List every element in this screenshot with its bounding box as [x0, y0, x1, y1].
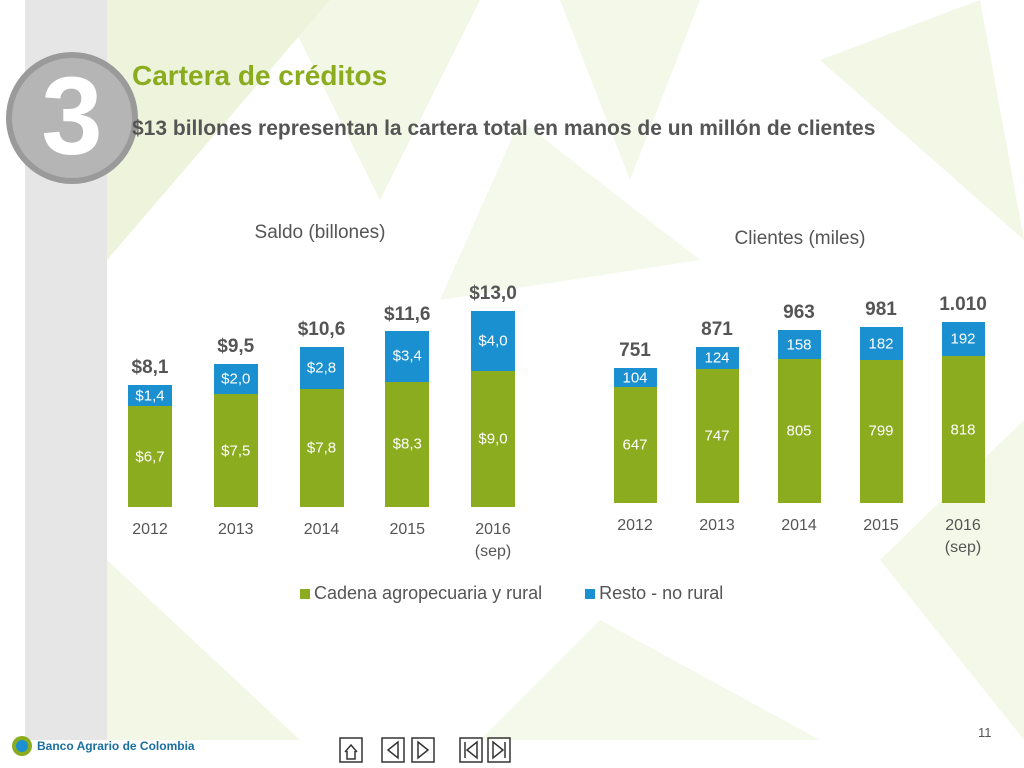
value-label: $1,4	[135, 387, 165, 404]
bar-segment	[471, 371, 515, 507]
value-label: $7,5	[221, 442, 251, 459]
bar-segment	[695, 346, 739, 370]
total-label: 981	[865, 299, 897, 321]
total-label: $9,5	[217, 335, 255, 357]
x-tick-label: 2012	[132, 521, 168, 538]
value-label: $6,7	[135, 448, 165, 466]
value-label: $9,0	[478, 430, 508, 448]
bar-segment	[213, 394, 258, 507]
bar-segment	[777, 358, 821, 503]
bar-segment	[471, 311, 515, 372]
x-tick-label: 2015	[863, 517, 899, 534]
value-label: $8,3	[392, 435, 422, 453]
x-tick-label: 2015	[389, 521, 426, 538]
slide-subtitle: $13 billones representan la cartera tota…	[132, 117, 876, 140]
bar-segment	[859, 359, 903, 503]
value-label: $2,8	[306, 359, 337, 377]
value-label: 818	[950, 421, 976, 439]
bar-segment	[128, 384, 172, 407]
bar-segment	[213, 363, 258, 394]
legend-swatch	[300, 589, 310, 599]
value-label: 182	[868, 335, 894, 353]
x-tick-label: 2014	[303, 521, 340, 538]
x-tick-label: 2013	[217, 521, 254, 538]
x-tick-label: 2013	[699, 517, 735, 534]
total-label: $10,6	[297, 319, 346, 341]
value-label: 158	[786, 336, 812, 354]
x-tick-label: 2016 (sep)	[474, 521, 512, 560]
value-label: 747	[704, 427, 730, 445]
value-label: 192	[950, 330, 976, 348]
total-label: 751	[619, 340, 651, 362]
bar-segment	[859, 327, 903, 360]
bar-segment	[385, 381, 430, 507]
bar-segment	[385, 330, 430, 382]
x-tick-label: 2012	[617, 517, 653, 534]
total-label: 963	[783, 302, 815, 324]
bar-segment	[613, 368, 657, 388]
total-label: $13,0	[469, 283, 517, 305]
value-label: $3,4	[392, 347, 422, 365]
total-label: 871	[701, 318, 733, 340]
total-label: $11,6	[384, 304, 431, 326]
chart-title: Clientes (miles)	[734, 228, 866, 249]
bar-segment	[613, 387, 657, 503]
bar-segment	[128, 406, 172, 507]
x-tick-label: 2016 (sep)	[944, 517, 982, 556]
x-tick-label: 2014	[781, 517, 817, 534]
value-label: 104	[622, 369, 648, 387]
slide-title: Cartera de créditos	[132, 60, 388, 91]
legend-label: Cadena agropecuaria y rural	[314, 583, 543, 603]
bar-segment	[941, 356, 985, 503]
chart-title: Saldo (billones)	[254, 222, 386, 243]
value-label: $4,0	[478, 332, 508, 350]
legend: Cadena agropecuaria y rural Resto - no r…	[300, 583, 723, 604]
value-label: $2,0	[221, 370, 251, 388]
value-label: 799	[868, 422, 894, 440]
value-label: 805	[786, 422, 812, 440]
total-label: $8,1	[131, 356, 169, 378]
page-number: 11	[978, 725, 992, 740]
bar-segment	[299, 389, 344, 507]
legend-label: Resto - no rural	[599, 583, 724, 603]
legend-swatch	[585, 589, 596, 599]
section-number: 3	[41, 55, 103, 178]
total-label: 1.010	[939, 294, 987, 316]
bar-segment	[695, 369, 739, 503]
value-label: $7,8	[306, 439, 337, 457]
bar-segment	[941, 322, 985, 357]
value-label: 124	[704, 349, 730, 367]
bar-segment	[777, 330, 821, 359]
bar-segment	[299, 347, 344, 390]
value-label: 647	[622, 436, 648, 454]
logo: Banco Agrario de Colombia	[37, 739, 195, 753]
